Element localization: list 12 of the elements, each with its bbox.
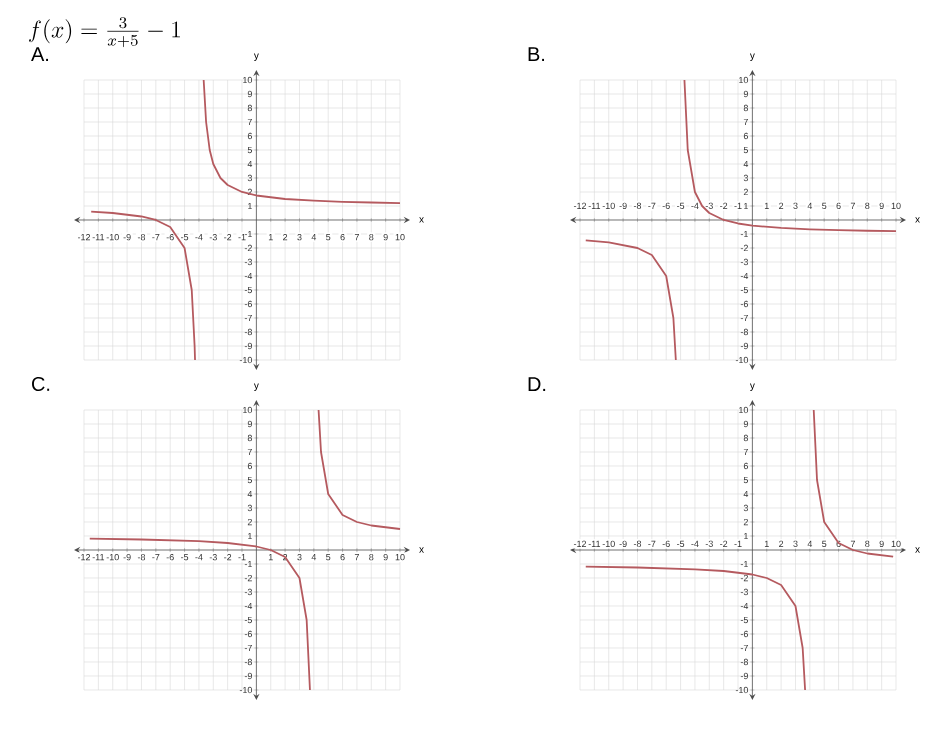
- line-series: [812, 409, 895, 558]
- chart-title: A.: [31, 47, 49, 61]
- line-series: [584, 565, 806, 691]
- line-series: [683, 79, 897, 233]
- chart-title: C.: [32, 376, 50, 391]
- text: $f(x)=\frac{3}{x+5}-1$: [29, 17, 180, 48]
- chart-title: B.: [528, 47, 545, 61]
- chart-title: D.: [528, 377, 546, 391]
- line-series: [90, 210, 196, 361]
- line-series: [202, 79, 401, 204]
- line-series: [317, 409, 401, 530]
- line-series: [584, 239, 677, 361]
